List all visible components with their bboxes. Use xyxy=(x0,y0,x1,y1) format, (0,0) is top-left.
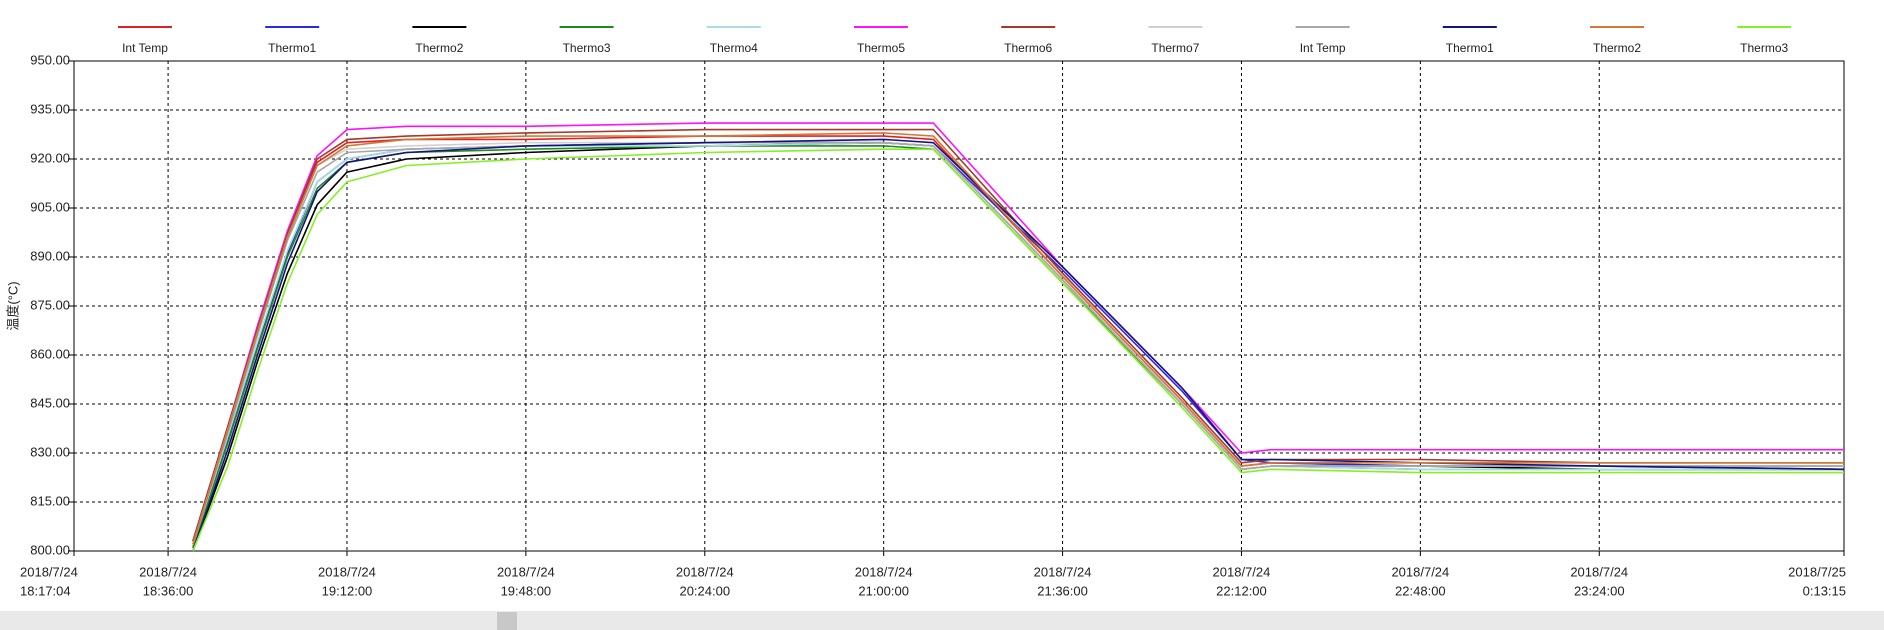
x-tick-label: 2018/7/24 xyxy=(1570,564,1628,579)
legend-label: Thermo4 xyxy=(710,41,758,55)
scrollbar-thumb[interactable] xyxy=(497,612,517,630)
legend-label: Thermo7 xyxy=(1151,41,1199,55)
y-tick-label: 890.00 xyxy=(30,248,70,263)
x-tick-label: 18:36:00 xyxy=(143,583,194,598)
x-tick-label: 19:12:00 xyxy=(322,583,373,598)
legend-label: Int Temp xyxy=(1300,41,1346,55)
y-tick-label: 830.00 xyxy=(30,444,70,459)
x-tick-label: 2018/7/24 xyxy=(855,564,913,579)
y-tick-label: 950.00 xyxy=(30,52,70,67)
x-tick-label: 2018/7/25 xyxy=(1788,564,1846,579)
y-tick-label: 815.00 xyxy=(30,493,70,508)
y-tick-label: 935.00 xyxy=(30,101,70,116)
y-axis-label: 温度(°C) xyxy=(5,281,20,330)
legend-label: Thermo3 xyxy=(1740,41,1788,55)
y-tick-label: 920.00 xyxy=(30,150,70,165)
x-tick-label: 2018/7/24 xyxy=(1034,564,1092,579)
legend-label: Thermo5 xyxy=(857,41,905,55)
x-tick-label: 2018/7/24 xyxy=(497,564,555,579)
scrollbar[interactable] xyxy=(0,611,1884,630)
x-tick-label: 21:00:00 xyxy=(858,583,909,598)
plot-frame xyxy=(73,60,1845,552)
x-tick-label: 23:24:00 xyxy=(1574,583,1625,598)
x-tick-label: 2018/7/24 xyxy=(1213,564,1271,579)
y-tick-label: 800.00 xyxy=(30,542,70,557)
legend-label: Thermo1 xyxy=(1446,41,1494,55)
x-tick-label: 2018/7/24 xyxy=(20,564,78,579)
legend-label: Thermo6 xyxy=(1004,41,1052,55)
legend-label: Thermo1 xyxy=(268,41,316,55)
x-tick-label: 2018/7/24 xyxy=(139,564,197,579)
x-tick-label: 20:24:00 xyxy=(679,583,730,598)
series-line xyxy=(192,138,1845,552)
x-tick-label: 19:48:00 xyxy=(501,583,552,598)
legend-label: Int Temp xyxy=(122,41,168,55)
x-tick-label: 0:13:15 xyxy=(1803,583,1846,598)
x-tick-label: 2018/7/24 xyxy=(676,564,734,579)
series-line xyxy=(192,141,1844,545)
series-line xyxy=(192,132,1844,545)
y-tick-label: 845.00 xyxy=(30,395,70,410)
legend-label: Thermo2 xyxy=(415,41,463,55)
x-tick-label: 2018/7/24 xyxy=(318,564,376,579)
x-tick-label: 2018/7/24 xyxy=(1391,564,1449,579)
y-tick-label: 905.00 xyxy=(30,199,70,214)
legend-label: Thermo2 xyxy=(1593,41,1641,55)
x-tick-label: 18:17:04 xyxy=(20,583,71,598)
y-tick-label: 860.00 xyxy=(30,346,70,361)
x-tick-label: 22:12:00 xyxy=(1216,583,1267,598)
x-tick-label: 22:48:00 xyxy=(1395,583,1446,598)
series-line xyxy=(192,148,1844,552)
x-tick-label: 21:36:00 xyxy=(1037,583,1088,598)
legend-label: Thermo3 xyxy=(563,41,611,55)
series-line xyxy=(192,122,1844,542)
y-tick-label: 875.00 xyxy=(30,297,70,312)
